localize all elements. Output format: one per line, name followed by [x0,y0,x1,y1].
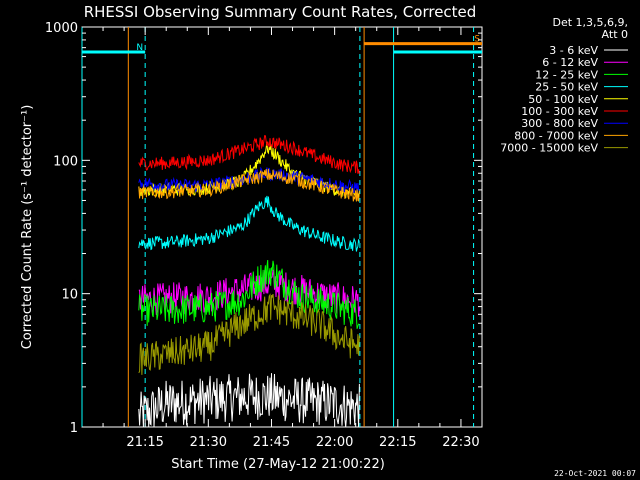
ticks-layer: 21:15 21:30 21:45 22:00 22:15 22:30 1 10 100 1000 [45,21,483,450]
y-tick-label: 1 [70,421,78,436]
x-tick-label: 22:30 [442,435,479,450]
legend-label: 3 - 6 keV [549,44,598,57]
legend-label: 50 - 100 keV [528,93,598,106]
series-line-6-12-kev [138,269,360,317]
x-tick-label: 22:00 [316,435,353,450]
x-tick-label: 21:45 [253,435,290,450]
series-line-7000-15000-kev [138,293,360,375]
legend-header-line-1: Det 1,3,5,6,9, [552,16,628,29]
y-axis-label: Corrected Count Rate (s⁻¹ detector⁻¹) [20,105,35,350]
series-layer [138,134,360,428]
legend-label: 12 - 25 keV [535,68,598,81]
legend-label: 6 - 12 keV [542,56,598,69]
y-tick-label: 1000 [45,21,78,36]
series-line-25-50-kev [138,195,360,252]
legend-header-line-2: Att 0 [602,28,628,41]
chart-title: RHESSI Observing Summary Count Rates, Co… [84,3,477,21]
legend-label: 25 - 50 keV [535,81,598,94]
series-line-3-6-kev [138,373,360,428]
series-line-300-800-kev [138,166,360,195]
series-line-100-300-kev [138,134,360,174]
y-tick-label: 100 [53,154,78,169]
legend-label: 800 - 7000 keV [514,129,598,142]
legend-label: 300 - 800 keV [521,117,598,130]
series-line-12-25-kev [138,259,360,329]
y-tick-label: 10 [61,288,78,303]
state-bar-label-0: N [136,43,143,53]
x-axis-label: Start Time (27-May-12 21:00:22) [171,457,385,472]
series-line-800-7000-kev [138,168,360,202]
legend-label: 7000 - 15000 keV [500,142,598,155]
x-tick-label: 22:15 [379,435,416,450]
x-tick-label: 21:15 [126,435,163,450]
state-bar-label-2: S [474,35,480,45]
legend-label: 100 - 300 keV [521,105,598,118]
x-tick-label: 21:30 [190,435,227,450]
footer-date: 22-Oct-2021 00:07 [554,469,636,478]
